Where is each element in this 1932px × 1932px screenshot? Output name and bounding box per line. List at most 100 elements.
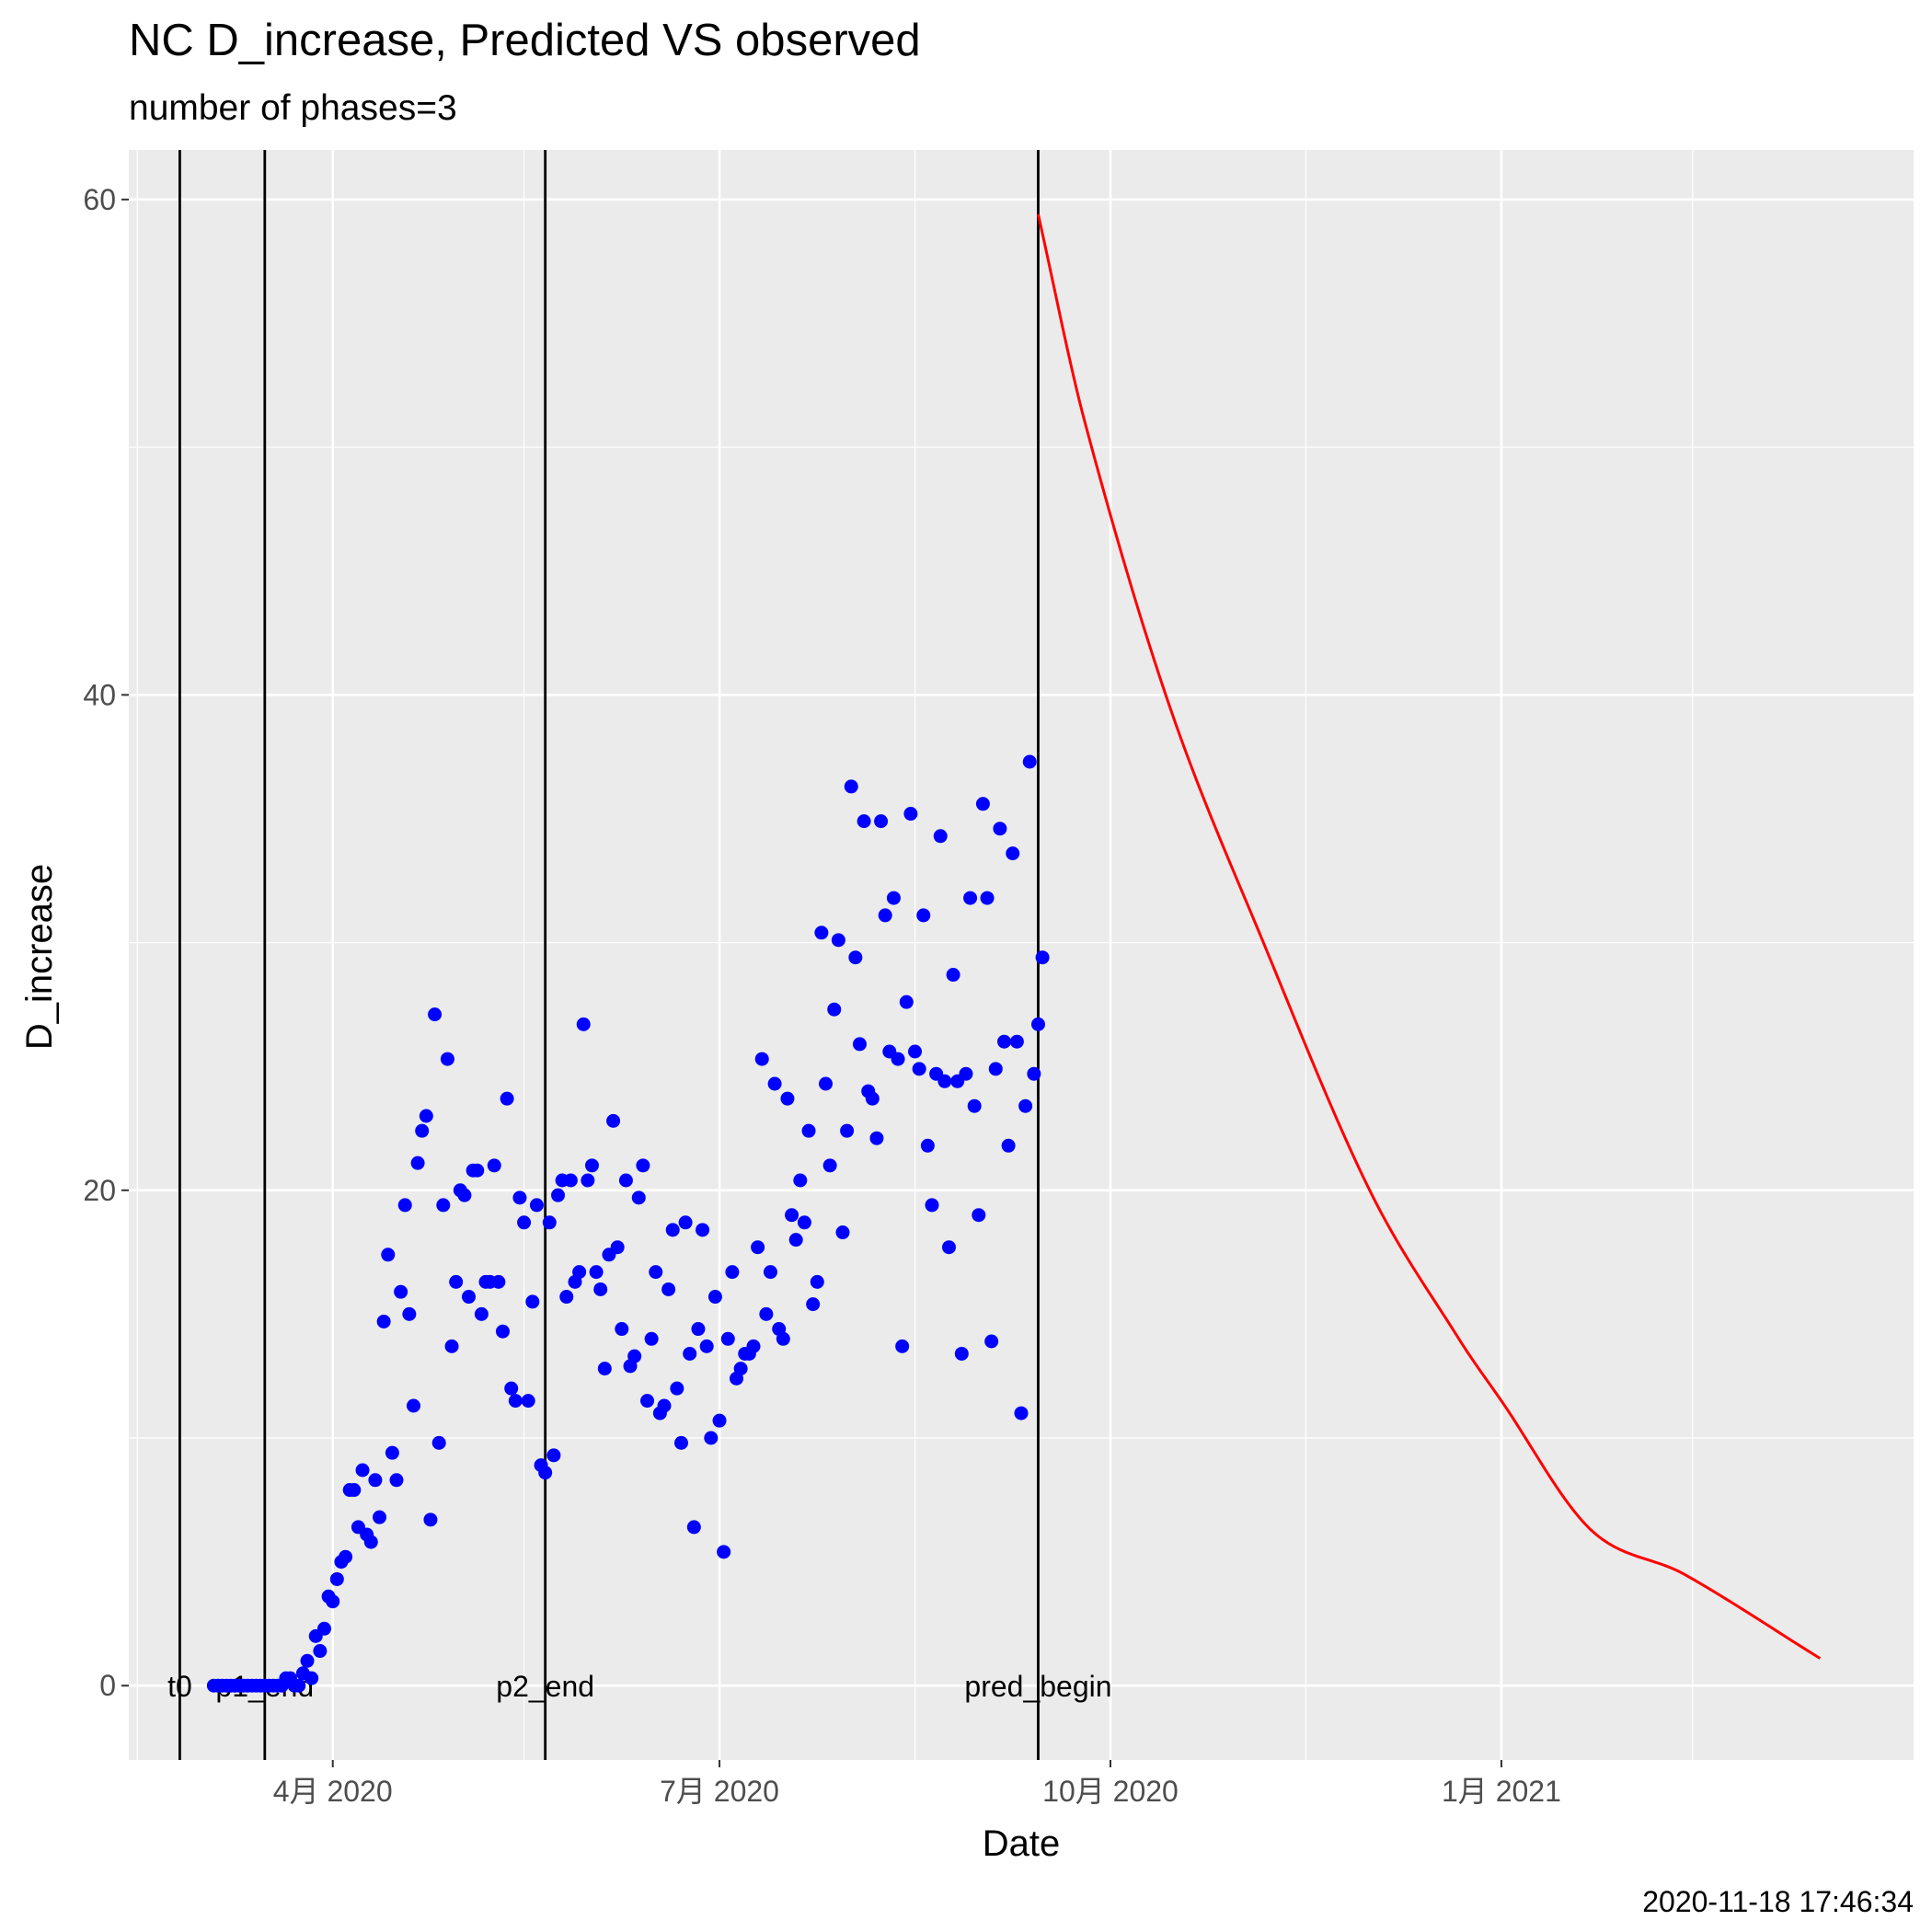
observed-point <box>406 1398 420 1413</box>
observed-point <box>704 1431 719 1445</box>
observed-point <box>848 950 863 965</box>
observed-point <box>423 1512 438 1527</box>
observed-point <box>670 1381 684 1396</box>
observed-point <box>840 1123 855 1138</box>
y-tick-label: 0 <box>99 1669 116 1702</box>
y-tick-label: 60 <box>83 183 116 216</box>
observed-point <box>444 1339 459 1353</box>
observed-point <box>908 1044 923 1059</box>
observed-point <box>707 1290 722 1305</box>
observed-point <box>597 1362 612 1376</box>
x-tick-label: 10月 2020 <box>1042 1775 1179 1808</box>
y-tick-label: 40 <box>83 678 116 711</box>
grid <box>129 150 1914 1760</box>
observed-point <box>355 1463 370 1478</box>
observed-point <box>305 1671 319 1685</box>
observed-point <box>759 1306 774 1321</box>
observed-point <box>329 1571 344 1586</box>
observed-point <box>457 1188 472 1202</box>
observed-point <box>997 1034 1012 1049</box>
observed-point <box>584 1158 599 1173</box>
observed-point <box>368 1473 383 1488</box>
observed-point <box>886 891 901 905</box>
observed-point <box>801 1123 816 1138</box>
observed-point <box>593 1282 608 1296</box>
observed-point <box>1009 1034 1024 1049</box>
observed-point <box>436 1198 451 1213</box>
observed-point <box>954 1346 969 1361</box>
observed-point <box>389 1473 404 1488</box>
observed-point <box>449 1274 464 1289</box>
observed-point <box>912 1062 926 1076</box>
phase-vline-label: pred_begin <box>964 1670 1111 1703</box>
chart-subtitle: number of phases=3 <box>129 88 457 128</box>
observed-point <box>1006 846 1020 861</box>
observed-point <box>988 1062 1003 1076</box>
observed-point <box>381 1248 396 1262</box>
observed-point <box>1001 1138 1016 1153</box>
observed-point <box>563 1173 578 1188</box>
observed-point <box>313 1644 328 1659</box>
observed-point <box>347 1483 362 1498</box>
observed-point <box>373 1510 387 1524</box>
observed-point <box>508 1394 523 1409</box>
observed-point <box>874 814 889 829</box>
observed-point <box>899 995 914 1009</box>
observed-point <box>925 1198 939 1213</box>
observed-point <box>678 1215 693 1230</box>
observed-point <box>1014 1406 1029 1420</box>
observed-point <box>521 1394 535 1409</box>
observed-point <box>474 1306 489 1321</box>
observed-point <box>589 1265 604 1280</box>
observed-point <box>495 1324 510 1339</box>
observed-point <box>1035 950 1050 965</box>
observed-point <box>1022 754 1037 769</box>
observed-point <box>746 1339 761 1353</box>
observed-point <box>835 1225 850 1240</box>
observed-point <box>686 1520 701 1535</box>
observed-point <box>712 1413 727 1428</box>
observed-point <box>627 1349 642 1363</box>
observed-point <box>827 1002 842 1017</box>
observed-point <box>916 908 931 923</box>
observed-point <box>895 1339 910 1353</box>
observed-points <box>206 754 1050 1693</box>
observed-point <box>316 1621 331 1636</box>
observed-point <box>529 1198 544 1213</box>
observed-point <box>615 1322 629 1337</box>
x-tick-label: 4月 2020 <box>273 1775 393 1808</box>
observed-point <box>903 807 918 822</box>
plot-panel <box>129 150 1914 1760</box>
observed-point <box>500 1091 514 1106</box>
observed-point <box>487 1158 501 1173</box>
observed-point <box>542 1215 557 1230</box>
observed-point <box>636 1158 650 1173</box>
observed-point <box>696 1223 710 1237</box>
observed-point <box>1018 1098 1033 1113</box>
observed-point <box>754 1052 769 1066</box>
observed-point <box>967 1098 982 1113</box>
observed-point <box>576 1017 591 1031</box>
observed-point <box>1030 1017 1045 1031</box>
observed-point <box>975 797 990 811</box>
observed-point <box>300 1653 315 1668</box>
phase-vline-label: p2_end <box>496 1670 594 1703</box>
observed-point <box>852 1037 867 1052</box>
observed-point <box>326 1594 340 1609</box>
observed-point <box>891 1052 905 1066</box>
observed-point <box>810 1274 824 1289</box>
x-tick-label: 1月 2021 <box>1442 1775 1561 1808</box>
observed-point <box>814 926 829 940</box>
x-axis-title: Date <box>983 1823 1061 1864</box>
observed-point <box>797 1215 811 1230</box>
x-tick-label: 7月 2020 <box>660 1775 779 1808</box>
observed-point <box>517 1215 532 1230</box>
y-tick-label: 20 <box>83 1174 116 1207</box>
observed-point <box>640 1394 655 1409</box>
observed-point <box>793 1173 808 1188</box>
observed-point <box>292 1678 306 1693</box>
observed-point <box>538 1466 553 1480</box>
axis-ticks: 0 20 40 60 4月 2020 7月 2020 10月 2020 1月 2021 <box>83 183 1560 1808</box>
observed-point <box>440 1052 454 1066</box>
observed-point <box>963 891 978 905</box>
